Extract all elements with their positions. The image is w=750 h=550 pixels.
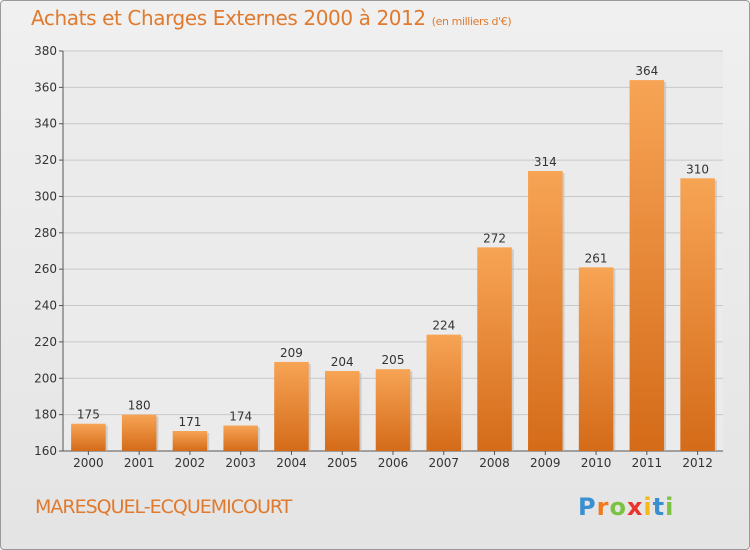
x-tick-label: 2003 xyxy=(225,456,256,470)
bar xyxy=(375,369,411,451)
label-layer: 160 180 200 220 240 260 280 300 320 340 360 380 175 2… xyxy=(34,44,713,470)
logo-letter: x xyxy=(626,493,644,521)
bar xyxy=(172,431,208,451)
y-tick-label: 360 xyxy=(34,80,57,94)
bar xyxy=(274,361,309,451)
bar-value-label: 204 xyxy=(331,355,354,369)
chart-title-text: Achats et Charges Externes 2000 à 2012 xyxy=(31,6,426,30)
bar xyxy=(578,267,614,451)
y-tick-label: 180 xyxy=(34,408,57,422)
bar xyxy=(629,80,665,451)
bar xyxy=(71,423,106,451)
y-tick-label: 220 xyxy=(34,335,57,349)
x-tick-label: 2008 xyxy=(479,456,510,470)
y-tick-label: 320 xyxy=(34,153,57,167)
bar xyxy=(680,178,715,452)
logo-letter: t xyxy=(652,493,666,521)
x-tick-label: 2004 xyxy=(276,456,307,470)
logo-letter: o xyxy=(609,493,627,521)
x-tick-label: 2006 xyxy=(378,456,409,470)
commune-name: MARESQUEL-ECQUEMICOURT xyxy=(35,496,292,518)
bar-value-label: 314 xyxy=(534,155,557,169)
chart-title: Achats et Charges Externes 2000 à 2012 (e… xyxy=(31,6,512,30)
x-tick-label: 2000 xyxy=(73,456,104,470)
y-tick-label: 240 xyxy=(34,299,57,313)
x-tick-label: 2001 xyxy=(124,456,155,470)
logo-letter: P xyxy=(578,493,597,521)
y-tick-label: 260 xyxy=(34,262,57,276)
bar xyxy=(528,171,563,451)
x-tick-label: 2007 xyxy=(428,456,459,470)
bar-value-label: 224 xyxy=(432,319,455,333)
bar-value-label: 180 xyxy=(128,399,151,413)
bar-value-label: 310 xyxy=(686,162,709,176)
y-tick-label: 300 xyxy=(34,189,57,203)
bar-value-label: 209 xyxy=(280,346,303,360)
bar xyxy=(477,247,512,451)
x-tick-label: 2011 xyxy=(632,456,663,470)
bar-value-label: 175 xyxy=(77,408,100,422)
bar-value-label: 272 xyxy=(483,231,506,245)
x-tick-label: 2005 xyxy=(327,456,358,470)
x-tick-label: 2009 xyxy=(530,456,561,470)
y-tick-label: 280 xyxy=(34,226,57,240)
bar-layer xyxy=(71,80,717,452)
y-tick-label: 380 xyxy=(34,44,57,58)
bar xyxy=(324,371,360,451)
y-tick-label: 340 xyxy=(34,117,57,131)
bar-value-label: 205 xyxy=(382,353,405,367)
bar-value-label: 171 xyxy=(178,415,201,429)
bar-value-label: 261 xyxy=(585,251,608,265)
bar-value-label: 174 xyxy=(229,410,252,424)
bar xyxy=(121,414,157,451)
x-tick-label: 2012 xyxy=(682,456,713,470)
bar xyxy=(223,425,258,451)
bar xyxy=(426,334,462,451)
logo-letter: i xyxy=(643,493,653,521)
y-tick-label: 200 xyxy=(34,371,57,385)
bar-value-label: 364 xyxy=(635,64,658,78)
chart-unit: (en milliers d'€) xyxy=(431,15,512,28)
x-tick-label: 2002 xyxy=(175,456,206,470)
proxiti-logo: Proxiti xyxy=(578,493,674,521)
y-tick-label: 160 xyxy=(34,444,57,458)
x-tick-label: 2010 xyxy=(581,456,612,470)
logo-letter: i xyxy=(665,493,675,521)
logo-letter: r xyxy=(596,493,610,521)
